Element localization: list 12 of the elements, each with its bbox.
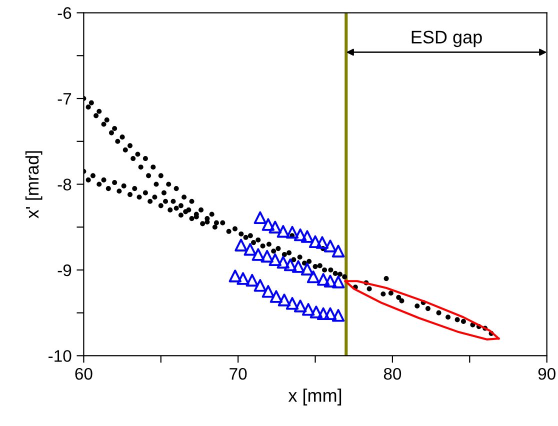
x-axis-title: x [mm] [288, 388, 342, 406]
x-tick-label: 80 [384, 368, 402, 380]
x-tick-label: 90 [538, 368, 556, 380]
x-tick-label: 70 [230, 368, 247, 380]
y-tick-label: -10 [48, 350, 72, 362]
y-tick-label: -9 [58, 264, 72, 276]
y-tick-label: -8 [58, 178, 72, 190]
annotation: ESD gap [412, 30, 482, 48]
y-axis-title: x' [mrad] [25, 151, 42, 218]
y-tick-label: -7 [58, 93, 72, 105]
x-tick-label: 60 [75, 368, 92, 380]
y-tick-label: -6 [58, 7, 72, 19]
